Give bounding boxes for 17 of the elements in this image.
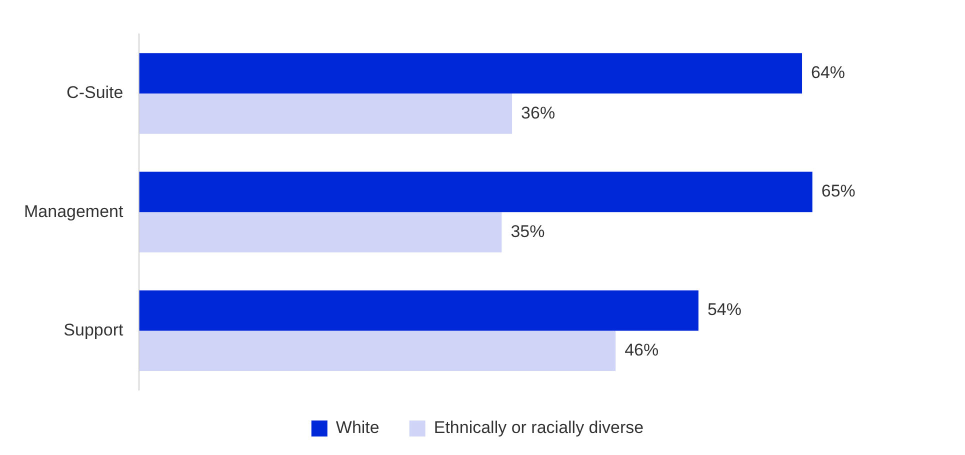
data-label: 65% xyxy=(821,182,856,201)
data-label: 35% xyxy=(510,222,545,241)
y-tick-label: Management xyxy=(24,202,124,221)
bar xyxy=(139,94,512,134)
y-tick-label: Support xyxy=(64,320,124,340)
legend-label: White xyxy=(336,418,380,438)
bar xyxy=(139,290,698,331)
bar xyxy=(139,53,802,94)
data-label: 54% xyxy=(707,300,742,320)
data-label: 46% xyxy=(624,340,659,360)
data-label: 36% xyxy=(521,103,556,122)
y-tick-label: C-Suite xyxy=(66,83,124,102)
legend-label: Ethnically or racially diverse xyxy=(434,418,644,438)
data-label: 64% xyxy=(811,63,846,82)
bar xyxy=(139,172,812,212)
bar xyxy=(139,212,502,252)
bar xyxy=(139,330,616,372)
